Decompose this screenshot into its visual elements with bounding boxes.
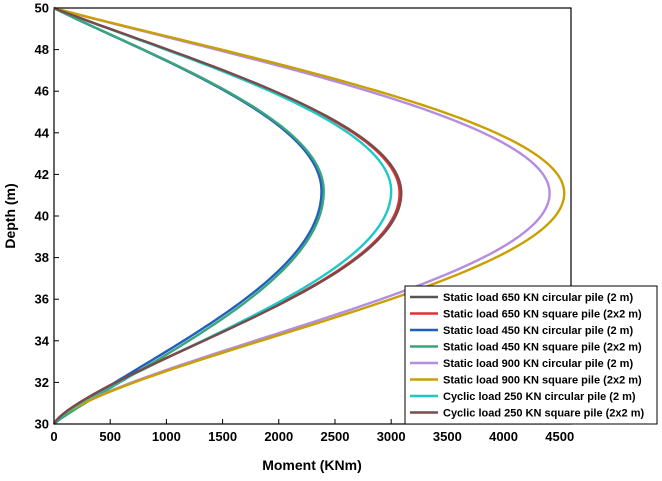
- legend-label-7: Cyclic load 250 KN circular pile (2 m): [443, 391, 636, 403]
- legend-label-5: Static load 900 KN circular pile (2 m): [443, 358, 633, 370]
- series-line-4: [53, 6, 325, 425]
- x-tick-label: 2500: [321, 429, 350, 444]
- y-tick-label: 32: [35, 375, 49, 390]
- y-tick-label: 40: [35, 209, 49, 224]
- y-tick-label: 48: [35, 42, 49, 57]
- y-axis-ticks: 30 32 34 36 38 40 42 44 46 48 50: [35, 1, 59, 432]
- x-tick-label: 4500: [545, 429, 574, 444]
- legend: Static load 650 KN circular pile (2 m) St…: [404, 285, 658, 425]
- series-line-6: [52, 6, 566, 425]
- y-tick-label: 42: [35, 167, 49, 182]
- y-tick-label: 50: [35, 1, 49, 16]
- legend-box: [404, 285, 658, 425]
- x-tick-label: 0: [50, 429, 57, 444]
- x-axis-title: Moment (KNm): [262, 457, 362, 473]
- legend-label-8: Cyclic load 250 KN square pile (2x2 m): [443, 408, 644, 420]
- x-tick-label: 500: [99, 429, 121, 444]
- y-tick-label: 36: [35, 292, 49, 307]
- series-curves: [52, 6, 566, 425]
- y-tick-label: 34: [35, 333, 50, 348]
- legend-label-2: Static load 650 KN square pile (2x2 m): [443, 309, 642, 321]
- x-tick-label: 2000: [264, 429, 293, 444]
- y-tick-label: 44: [35, 125, 50, 140]
- y-tick-label: 30: [35, 417, 49, 432]
- legend-label-3: Static load 450 KN circular pile (2 m): [443, 325, 633, 337]
- y-tick-label: 38: [35, 250, 49, 265]
- x-tick-label: 1000: [152, 429, 181, 444]
- y-tick-label: 46: [35, 84, 49, 99]
- x-tick-label: 3000: [377, 429, 406, 444]
- x-axis-ticks: 0 500 1000 1500 2000 2500 3000 3500 4000 4500: [50, 419, 574, 444]
- series-line-5: [52, 6, 551, 425]
- legend-label-6: Static load 900 KN square pile (2x2 m): [443, 375, 642, 387]
- legend-label-4: Static load 450 KN square pile (2x2 m): [443, 342, 642, 354]
- x-tick-label: 1500: [208, 429, 237, 444]
- y-axis-title: Depth (m): [2, 183, 18, 248]
- x-tick-label: 4000: [489, 429, 518, 444]
- legend-label-1: Static load 650 KN circular pile (2 m): [443, 292, 633, 304]
- x-tick-label: 3500: [433, 429, 462, 444]
- series-line-1: [52, 6, 402, 425]
- series-line-8: [52, 6, 403, 425]
